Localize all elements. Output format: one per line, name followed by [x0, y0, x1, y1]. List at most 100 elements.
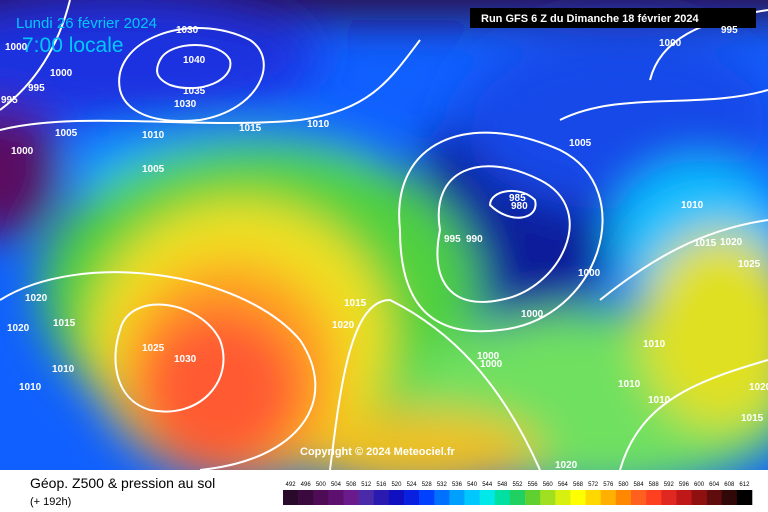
- isobar-label: 1000: [578, 268, 601, 279]
- copyright: Copyright © 2024 Meteociel.fr: [300, 446, 456, 458]
- color-scale: 492 496 500 504 508 512 516 520 524 528 532 536 540 5…: [283, 482, 753, 505]
- isobar-label: 1000: [521, 309, 544, 320]
- scale-label: 564: [558, 482, 569, 488]
- scale-label: 572: [588, 482, 599, 488]
- header: Lundi 26 février 2024 7:00 locale Run GF…: [16, 8, 756, 458]
- isobar-label: 995: [1, 95, 18, 106]
- scale-label: 560: [543, 482, 554, 488]
- isobar-label: 1000: [50, 68, 73, 79]
- scale-swatch: [434, 490, 450, 505]
- scale-swatch: [630, 490, 647, 505]
- scale-swatch: [555, 490, 571, 505]
- isobar-label: 1015: [344, 298, 367, 309]
- scale-swatch: [691, 490, 707, 505]
- run-info: Run GFS 6 Z du Dimanche 18 février 2024: [481, 13, 700, 25]
- scale-swatch: [449, 490, 465, 505]
- scale-swatch: [540, 490, 556, 505]
- scale-swatch: [661, 490, 677, 505]
- scale-label: 604: [709, 482, 720, 488]
- scale-label: 508: [346, 482, 357, 488]
- isobar-label: 1000: [659, 38, 682, 49]
- scale-swatch: [525, 490, 541, 505]
- run-box: [470, 8, 756, 28]
- scale-label: 592: [664, 482, 675, 488]
- isobar-label: 1000: [477, 351, 500, 362]
- scale-label: 568: [573, 482, 584, 488]
- isobar-label: 1020: [7, 323, 30, 334]
- isobar-label: 1035: [183, 86, 206, 97]
- isobars: [0, 0, 768, 470]
- isobar-label: 1030: [174, 354, 197, 365]
- scale-label: 544: [482, 482, 493, 488]
- scale-label: 492: [286, 482, 297, 488]
- footer-title: Géop. Z500 & pression au sol: [30, 475, 215, 491]
- scale-swatch: [388, 490, 405, 505]
- isobar-label: 1010: [648, 395, 671, 406]
- scale-label: 556: [528, 482, 539, 488]
- isobar-label: 1010: [681, 200, 704, 211]
- scale-label: 496: [301, 482, 312, 488]
- scale-swatch: [464, 490, 480, 505]
- isobar-label: 1010: [19, 382, 42, 393]
- isobar-label: 1015: [694, 238, 717, 249]
- scale-swatch: [328, 490, 344, 505]
- scale-label: 536: [452, 482, 463, 488]
- scale-swatch: [706, 490, 723, 505]
- scale-label: 524: [407, 482, 418, 488]
- scale-swatch: [615, 490, 632, 505]
- scale-swatch: [570, 490, 586, 505]
- scale-label: 532: [437, 482, 448, 488]
- scale-swatch: [358, 490, 375, 505]
- isobar-label: 1020: [749, 382, 768, 393]
- isobar-label: 995: [444, 234, 461, 245]
- scale-swatch: [509, 490, 526, 505]
- scale-swatch: [298, 490, 314, 505]
- scale-swatch: [600, 490, 617, 505]
- isobar-label: 1000: [11, 146, 34, 157]
- scale-label: 584: [634, 482, 645, 488]
- isobar-label: 1030: [174, 99, 197, 110]
- isobar-label: 1020: [720, 237, 743, 248]
- isobar-label: 1005: [142, 164, 165, 175]
- isobar-label: 1025: [142, 343, 165, 354]
- isobar-label: 1000: [480, 359, 503, 370]
- scale-label: 504: [331, 482, 342, 488]
- isobar-label: 985: [509, 193, 526, 204]
- footer-lead: (+ 192h): [30, 496, 71, 508]
- scale-label: 520: [391, 482, 402, 488]
- isobar-label: 1015: [53, 318, 76, 329]
- scale-label: 540: [467, 482, 478, 488]
- isobar-label: 1005: [569, 138, 592, 149]
- scale-label: 516: [376, 482, 387, 488]
- isobar-label: 1010: [618, 379, 641, 390]
- scale-swatch: [736, 490, 753, 505]
- scale-label: 612: [739, 482, 750, 488]
- scale-swatch: [313, 490, 329, 505]
- isobar-label: 1010: [307, 119, 330, 130]
- map-time: 7:00 locale: [22, 34, 124, 57]
- isobar-label: 990: [466, 234, 483, 245]
- scale-label: 588: [649, 482, 660, 488]
- scale-label: 596: [679, 482, 690, 488]
- scale-label: 576: [603, 482, 614, 488]
- scale-swatch: [494, 490, 511, 505]
- isobar-label: 995: [28, 83, 45, 94]
- isobar-label: 995: [721, 25, 738, 36]
- scale-swatch: [646, 490, 662, 505]
- isobar-label: 1020: [332, 320, 355, 331]
- scale-swatch: [479, 490, 496, 505]
- scale-label: 600: [694, 482, 705, 488]
- scale-swatch: [585, 490, 602, 505]
- scale-swatch: [343, 490, 359, 505]
- scale-label: 512: [361, 482, 372, 488]
- isobar-label: 1010: [52, 364, 75, 375]
- isobar-label: 980: [511, 201, 528, 212]
- isobar-label: 1020: [555, 460, 578, 471]
- isobar-label: 1030: [176, 25, 199, 36]
- scale-swatch: [373, 490, 390, 505]
- map-date: Lundi 26 février 2024: [16, 15, 157, 32]
- isobar-label: 1040: [183, 55, 206, 66]
- isobar-label: 1010: [142, 130, 165, 141]
- isobar-label: 1010: [643, 339, 666, 350]
